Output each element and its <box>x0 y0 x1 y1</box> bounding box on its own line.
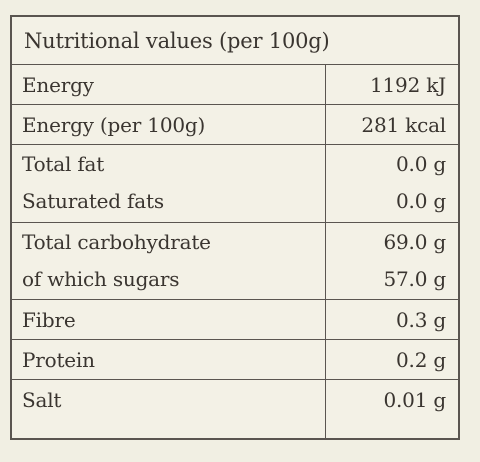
nutrient-name: Salt <box>22 388 62 412</box>
nutrient-name: Total fat <box>22 152 105 176</box>
nutrient-name: Energy (per 100g) <box>22 113 206 137</box>
row-salt-value: 0.01 g <box>326 380 458 438</box>
nutrient-value: 0.2 g <box>396 348 446 372</box>
row-carbohydrate-value: 69.0 g 57.0 g <box>326 223 458 300</box>
nutrient-name: Fibre <box>22 308 76 332</box>
nutrient-subvalue: 57.0 g <box>383 267 447 291</box>
row-salt-label: Salt <box>12 380 326 438</box>
row-carbohydrate-label: Total carbohydrate of which sugars <box>12 223 326 300</box>
nutrient-name: Energy <box>22 73 94 97</box>
table-title: Nutritional values (per 100g) <box>12 17 458 65</box>
nutrient-name: Protein <box>22 348 95 372</box>
row-fat-value: 0.0 g 0.0 g <box>326 145 458 223</box>
nutrient-value: 281 kcal <box>361 113 446 137</box>
nutrient-value: 0.01 g <box>383 388 447 412</box>
nutrient-subname: of which sugars <box>22 267 180 291</box>
nutrient-value: 69.0 g <box>383 230 447 254</box>
row-energy-kcal-value: 281 kcal <box>326 105 458 145</box>
row-energy-kj-label: Energy <box>12 65 326 105</box>
row-protein-label: Protein <box>12 340 326 380</box>
nutrient-subvalue: 0.0 g <box>396 189 446 213</box>
nutrient-value: 1192 kJ <box>370 73 446 97</box>
nutrition-table: Nutritional values (per 100g) Energy 119… <box>10 15 460 440</box>
row-fat-label: Total fat Saturated fats <box>12 145 326 223</box>
nutrient-subname: Saturated fats <box>22 189 164 213</box>
nutrient-name: Total carbohydrate <box>22 230 211 254</box>
row-fibre-value: 0.3 g <box>326 300 458 340</box>
row-fibre-label: Fibre <box>12 300 326 340</box>
nutrient-value: 0.3 g <box>396 308 446 332</box>
row-energy-kcal-label: Energy (per 100g) <box>12 105 326 145</box>
row-protein-value: 0.2 g <box>326 340 458 380</box>
row-energy-kj-value: 1192 kJ <box>326 65 458 105</box>
nutrient-value: 0.0 g <box>396 152 446 176</box>
